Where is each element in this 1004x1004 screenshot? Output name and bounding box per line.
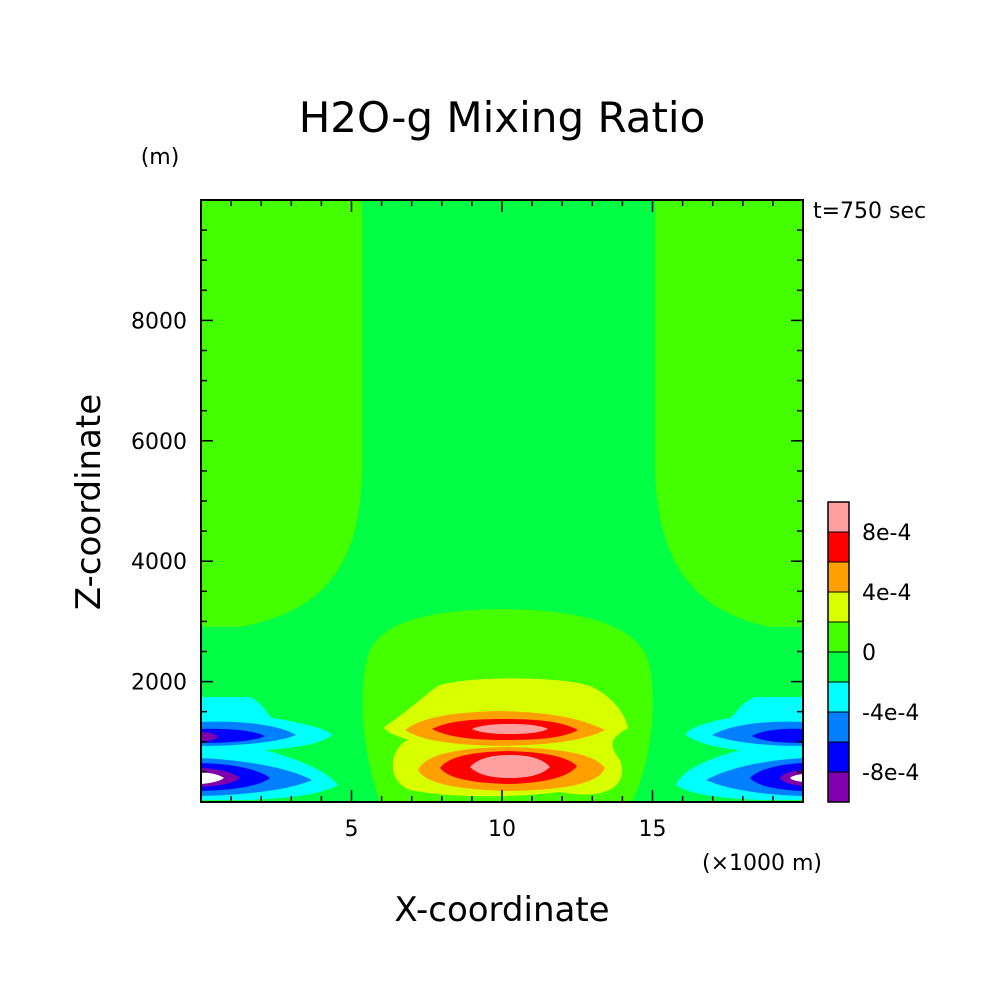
y-tick-label: 8000 [131,309,187,334]
colorbar-swatch [827,621,850,653]
x-tick-label: 5 [345,817,359,842]
colorbar-tick-label: 0 [862,641,876,666]
colorbar-swatch [827,591,850,623]
colorbar-tick-label: 4e-4 [862,581,911,606]
colorbar-swatch [827,561,850,593]
contour-region [790,774,803,782]
y-tick-label: 2000 [131,671,187,696]
axis-ticks [201,200,803,802]
y-tick-label: 6000 [131,430,187,455]
colorbar-swatch [827,771,850,803]
colorbar-tick-label: 8e-4 [862,521,911,546]
colorbar-tick-label: -4e-4 [862,701,919,726]
colorbar-swatch [827,651,850,683]
time-label: t=750 sec [813,199,926,224]
x-tick-labels: 5 10 15 [345,817,667,842]
contour-region [201,772,224,784]
contour-region [201,200,362,627]
chart-title: H2O-g Mixing Ratio [299,93,706,142]
y-tick-label: 4000 [131,550,187,575]
x-tick-label: 10 [488,817,516,842]
colorbar-swatch [827,741,850,773]
contour-field [201,200,803,802]
colorbar-swatch [827,681,850,713]
colorbar-swatch [827,501,850,533]
colorbar-swatch [827,531,850,563]
colorbar: -8e-4 -4e-4 0 4e-4 8e-4 [827,501,919,803]
contour-region [750,763,803,791]
contour-region [201,728,265,743]
x-tick-label: 15 [639,817,667,842]
colorbar-swatch [827,711,850,743]
contour-region [201,732,218,741]
y-axis-label: Z-coordinate [69,394,109,610]
x-unit-label: (×1000 m) [702,851,822,876]
contour-region [655,200,803,627]
colorbar-tick-label: -8e-4 [862,761,919,786]
y-unit-label: (m) [141,145,180,170]
colorbar-frame [827,501,850,803]
contour-region [472,724,548,734]
contour-region [752,728,803,743]
y-tick-labels: 2000 4000 6000 8000 [131,309,187,695]
x-axis-label: X-coordinate [394,890,609,930]
contour-region [470,755,550,778]
